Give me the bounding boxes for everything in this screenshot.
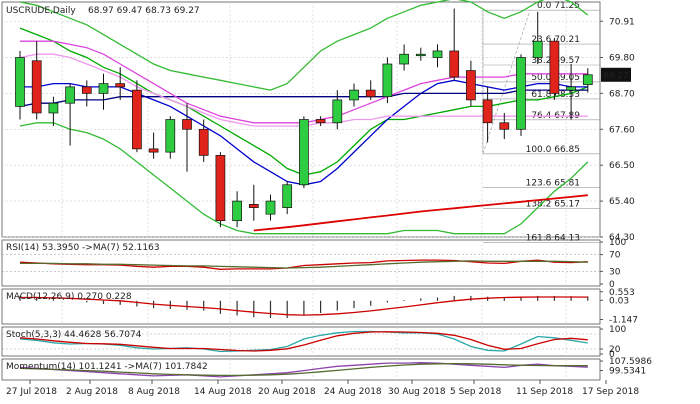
ohlc-values: 68.97 69.47 68.73 69.27 — [88, 6, 200, 16]
candle-body — [15, 57, 25, 107]
chart-symbol: USCRUDE,Daily — [6, 6, 76, 16]
candle-body — [499, 122, 510, 130]
indicator-tick-label: 100 — [609, 238, 626, 248]
fib-level-label: 23.6 70.21 — [531, 35, 580, 45]
candle-body — [282, 184, 293, 208]
candle-body — [148, 148, 159, 153]
candle-body — [31, 60, 42, 114]
price-overlay-line — [19, 122, 589, 235]
price-tick-label: 68.70 — [609, 89, 635, 99]
indicator-tick-label: 100 — [609, 325, 626, 335]
x-axis-label: 30 Aug 2018 — [388, 387, 446, 397]
candle-body — [332, 99, 343, 124]
indicator-line — [20, 260, 588, 269]
candle-body — [449, 50, 460, 78]
indicator-line — [20, 296, 588, 316]
indicator-tick-label: 70 — [609, 251, 621, 261]
indicator-line — [19, 259, 588, 270]
candle-body — [98, 83, 109, 94]
candle-body — [549, 40, 560, 94]
candle-body — [315, 119, 326, 124]
indicator-tick-label: -1.147 — [609, 316, 638, 326]
price-overlay-line — [253, 194, 588, 232]
macd-panel-frame — [1, 288, 601, 325]
candle-body — [132, 89, 142, 150]
candle-body — [299, 119, 309, 186]
price-tick-label: 69.80 — [609, 53, 635, 63]
fib-level-label: 100.0 66.85 — [526, 145, 580, 155]
candle-body — [365, 89, 376, 98]
last-price-label: 69.27 — [603, 71, 629, 81]
indicator-tick-label: 0.553 — [609, 288, 635, 298]
indicator-tick-label: 30 — [609, 267, 621, 277]
indicator-tick-label: 107.5986 — [609, 357, 652, 367]
candle-body — [415, 53, 426, 57]
candle-body — [399, 53, 409, 65]
fib-level-label: 123.6 65.81 — [526, 179, 580, 189]
candle-body — [215, 155, 226, 222]
candle-body — [582, 74, 593, 85]
price-tick-label: 70.91 — [609, 17, 635, 27]
candle-body — [248, 204, 259, 208]
candle-body — [81, 86, 92, 94]
indicator-label: Momentum(14) 101.1241 ->MA(7) 101.7842 — [6, 362, 208, 372]
indicator-tick-label: 0 — [609, 280, 615, 290]
candle-body — [265, 200, 276, 215]
indicator-line — [19, 331, 588, 352]
fib-trend-line — [482, 10, 531, 154]
price-overlay-line — [19, 0, 589, 91]
x-axis-label: 11 Sep 2018 — [516, 387, 573, 397]
candle-body — [349, 89, 359, 101]
indicator-tick-label: 99.5341 — [609, 366, 646, 376]
candle-body — [232, 200, 242, 222]
indicator-label: RSI(14) 53.3950 ->MA(7) 52.1163 — [6, 243, 160, 253]
x-axis-label: 24 Aug 2018 — [324, 387, 382, 397]
x-axis-label: 17 Sep 2018 — [582, 387, 639, 397]
indicator-tick-label: 20 — [609, 345, 621, 355]
fib-level-label: 161.8 64.13 — [526, 234, 580, 244]
fib-level-label: 0.0 71.25 — [537, 1, 580, 11]
indicator-tick-label: 0 — [609, 350, 615, 360]
fib-level-label: 138.2 65.17 — [526, 200, 580, 210]
candle-body — [432, 50, 443, 58]
price-overlay-line — [19, 89, 588, 108]
candle-body — [198, 128, 209, 156]
candle-body — [165, 119, 176, 153]
candle-body — [382, 63, 393, 98]
candle-body — [466, 70, 476, 101]
x-axis-label: 5 Sep 2018 — [450, 387, 502, 397]
indicator-tick-label: 0.03 — [609, 296, 629, 306]
price-tick-label: 67.60 — [609, 125, 635, 135]
price-tick-label: 66.50 — [609, 161, 635, 171]
x-axis-label: 20 Aug 2018 — [258, 387, 316, 397]
x-axis-label: 2 Aug 2018 — [66, 387, 118, 397]
indicator-label: Stoch(5,3,3) 44.4628 56.7074 — [6, 330, 142, 340]
candle-body — [532, 40, 543, 58]
x-axis-label: 14 Aug 2018 — [194, 387, 252, 397]
candle-body — [482, 99, 493, 124]
last-price-marker — [601, 67, 631, 82]
candle-body — [516, 57, 526, 130]
indicator-line — [19, 330, 588, 353]
candle-body — [48, 102, 59, 114]
candle-body — [182, 119, 192, 130]
x-axis-label: 27 Jul 2018 — [6, 387, 57, 397]
price-tick-label: 65.40 — [609, 197, 635, 207]
candle-body — [115, 83, 126, 88]
x-axis-label: 8 Aug 2018 — [128, 387, 180, 397]
price-tick-label: 64.30 — [609, 233, 635, 243]
fib-level-label: 61.8 68.53 — [531, 90, 580, 100]
candle-body — [566, 86, 576, 91]
indicator-line — [19, 362, 588, 378]
indicator-line — [19, 362, 588, 377]
indicator-label: MACD(12,26,9) 0.270 0.228 — [6, 292, 132, 302]
candle-body — [65, 86, 75, 104]
